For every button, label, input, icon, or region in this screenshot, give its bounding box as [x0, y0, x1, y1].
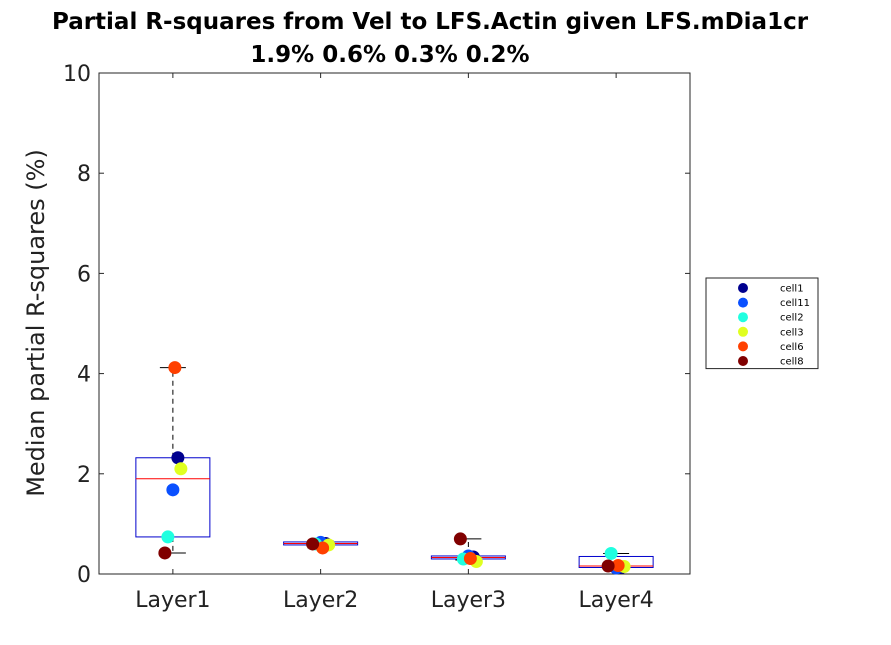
legend-label-cell2: cell2 [780, 313, 804, 324]
plot-area: 0 2 4 6 8 10 Layer1 Layer2 Layer3 Layer4 [63, 62, 691, 613]
y-tick-label: 4 [77, 363, 91, 388]
point-cell6 [168, 361, 182, 375]
chart-subtitle: 1.9% 0.6% 0.3% 0.2% [250, 42, 529, 68]
chart-title: Partial R-squares from Vel to LFS.Actin … [52, 9, 809, 35]
point-cell8 [306, 537, 320, 551]
legend-box [705, 277, 819, 370]
legend: cell1 cell11 cell2 cell3 cell6 cell8 [705, 277, 819, 370]
legend-label-cell6: cell6 [780, 342, 804, 353]
point-cell8 [158, 546, 172, 560]
y-tick-label: 6 [77, 262, 91, 287]
box-iqr [135, 457, 211, 538]
legend-marker-cell3 [738, 326, 748, 337]
point-cell11 [166, 483, 180, 497]
legend-label-cell3: cell3 [780, 327, 804, 338]
legend-marker-cell8 [738, 356, 748, 366]
point-cell6 [463, 551, 477, 565]
legend-marker-cell6 [738, 341, 748, 352]
point-cell6 [611, 558, 625, 572]
legend-marker-cell1 [738, 283, 748, 293]
axes-frame [98, 72, 691, 575]
legend-marker-cell2 [738, 312, 748, 323]
point-cell3 [174, 462, 188, 476]
x-tick-label: Layer3 [431, 588, 506, 613]
legend-label-cell11: cell11 [780, 298, 810, 309]
legend-marker-cell11 [738, 297, 748, 308]
x-tick-label: Layer4 [578, 588, 653, 613]
y-axis-label: Median partial R-squares (%) [22, 149, 50, 497]
legend-label-cell1: cell1 [780, 284, 804, 295]
y-tick-label: 2 [77, 463, 91, 488]
x-tick-label: Layer2 [283, 588, 358, 613]
point-cell1 [171, 451, 185, 465]
point-cell6 [316, 541, 330, 555]
x-tick-label: Layer1 [135, 588, 210, 613]
point-cell8 [601, 559, 615, 573]
point-cell8 [453, 532, 467, 546]
point-cell2 [604, 546, 618, 560]
y-tick-label: 8 [77, 162, 91, 187]
y-tick-label: 0 [77, 563, 91, 588]
point-cell2 [161, 530, 175, 544]
legend-label-cell8: cell8 [780, 357, 804, 368]
y-tick-label: 10 [63, 62, 91, 87]
